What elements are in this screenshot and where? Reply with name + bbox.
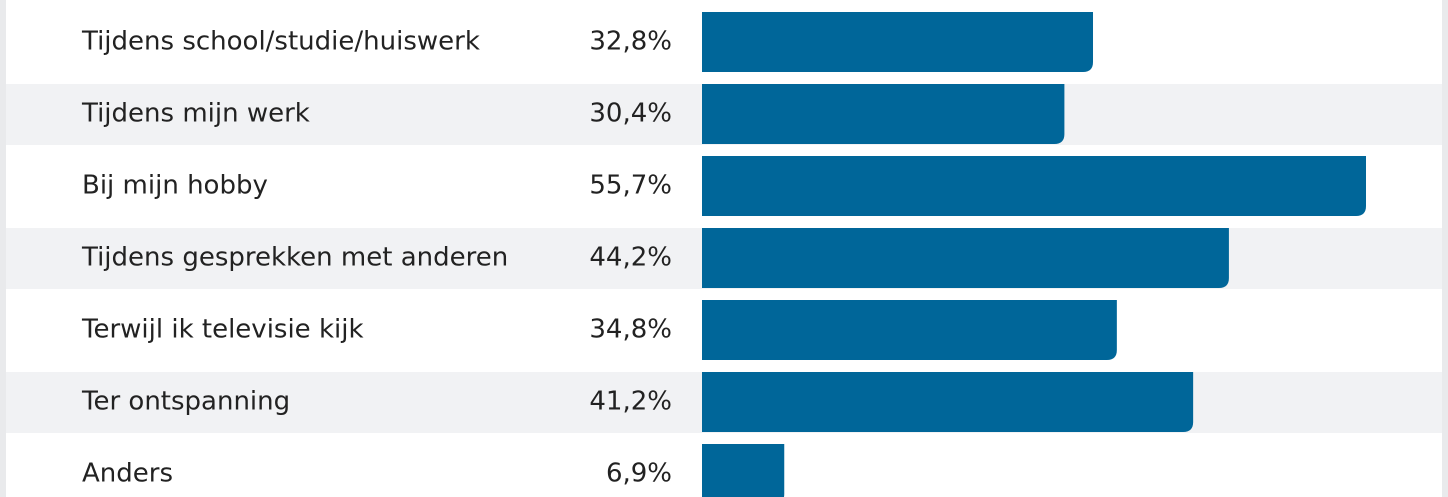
value-label: 32,8% — [589, 27, 672, 57]
category-label: Terwijl ik televisie kijk — [81, 315, 364, 345]
bar — [702, 372, 1194, 432]
category-label: Tijdens school/studie/huiswerk — [81, 27, 480, 57]
value-label: 44,2% — [589, 243, 672, 273]
category-label: Tijdens gesprekken met anderen — [81, 243, 508, 273]
bar — [702, 156, 1366, 216]
left-border — [0, 0, 6, 497]
bar — [702, 228, 1229, 288]
value-label: 55,7% — [589, 171, 672, 201]
category-label: Tijdens mijn werk — [81, 99, 310, 129]
category-label: Ter ontspanning — [81, 387, 290, 417]
right-border — [1442, 0, 1448, 497]
value-label: 41,2% — [589, 387, 672, 417]
bar — [702, 84, 1065, 144]
value-label: 6,9% — [606, 459, 672, 489]
category-label: Bij mijn hobby — [82, 171, 268, 201]
bar — [702, 12, 1094, 72]
value-label: 30,4% — [589, 99, 672, 129]
bar — [702, 444, 785, 497]
category-label: Anders — [82, 459, 173, 489]
bar — [702, 300, 1117, 360]
value-label: 34,8% — [589, 315, 672, 345]
